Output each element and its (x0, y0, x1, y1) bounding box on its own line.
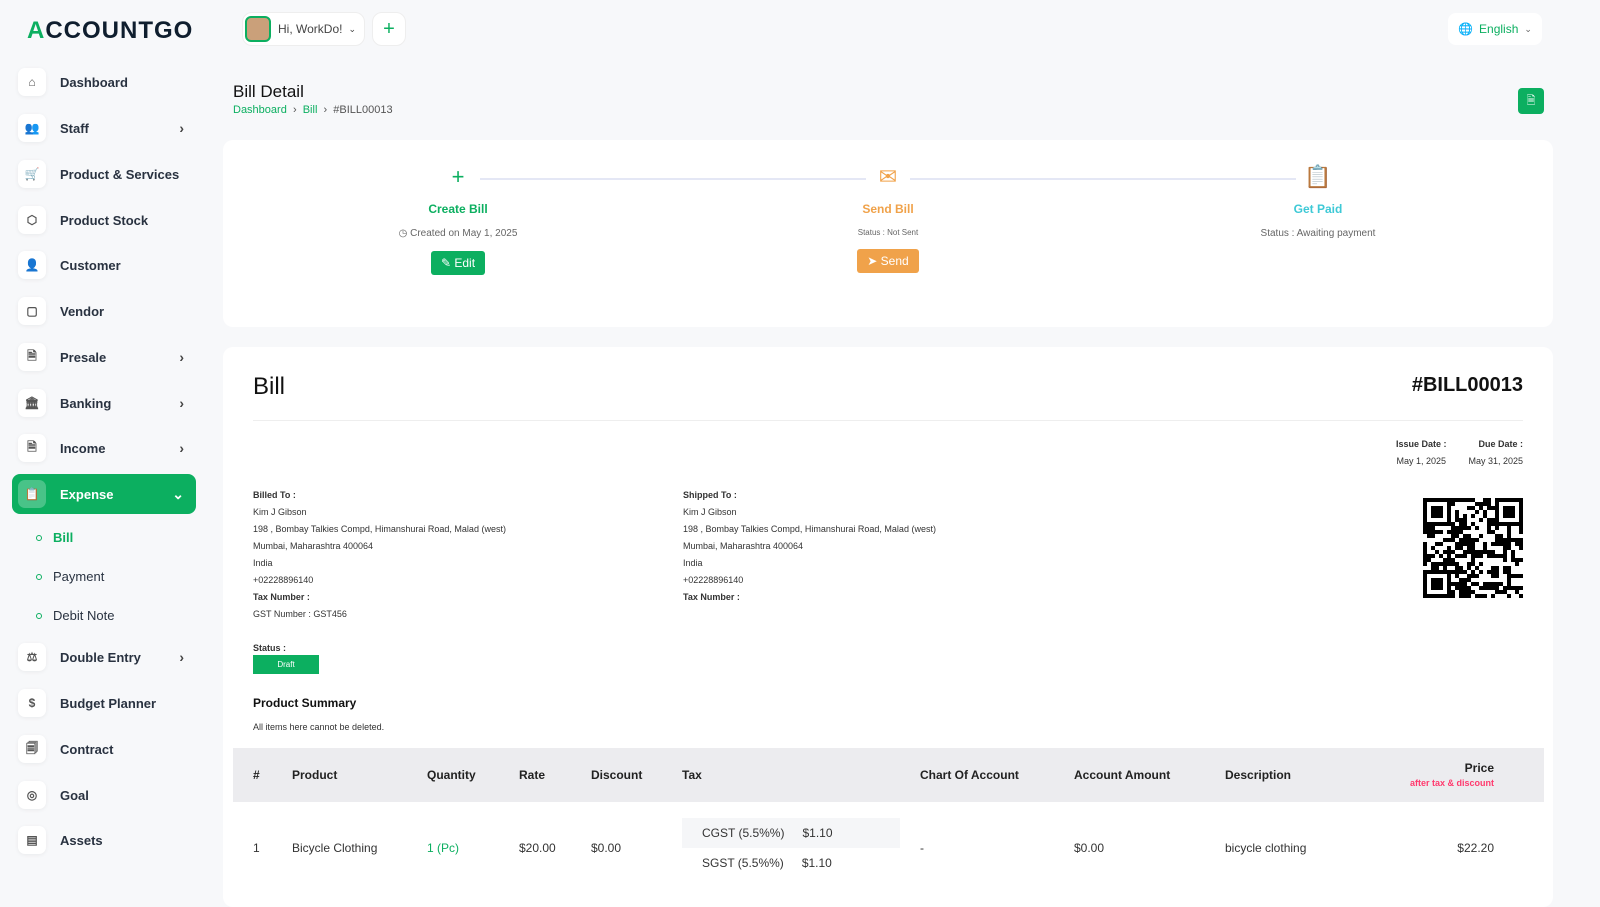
cart-icon: 🛒 (18, 160, 46, 188)
divider (253, 420, 1523, 421)
dot-icon (36, 573, 42, 580)
status-badge: Draft (253, 655, 319, 674)
product-table: # Product Quantity Rate Discount Tax Cha… (233, 748, 1544, 894)
step-paid: 📋 Get Paid Status : Awaiting payment (1218, 164, 1418, 239)
bank-icon: 🏛 (18, 389, 46, 417)
greeting: Hi, WorkDo! (278, 22, 343, 36)
note-icon: ▢ (18, 297, 46, 325)
clipboard-dollar-icon: 📋 (1304, 164, 1332, 189)
sidebar-item-double-entry[interactable]: ⚖ Double Entry › (12, 637, 196, 677)
bill-heading: Bill (253, 373, 286, 400)
chevron-down-icon: ⌄ (348, 23, 356, 34)
file-icon: 🗎 (1526, 94, 1536, 107)
chevron-right-icon: › (179, 649, 184, 665)
summary-note: All items here cannot be deleted. (253, 722, 385, 732)
qr-code (1423, 498, 1523, 598)
sidebar-item-banking[interactable]: 🏛 Banking › (12, 383, 196, 423)
plus-icon: + (451, 164, 465, 189)
bill-card (223, 347, 1553, 907)
file-text-icon: 🗎 (18, 434, 46, 462)
tax-line: SGST (5.5%%) $1.10 (682, 848, 900, 878)
table-row: 1 Bicycle Clothing 1 (Pc) $20.00 $0.00 C… (233, 802, 1544, 894)
breadcrumb: Dashboard › Bill › #BILL00013 (233, 104, 393, 116)
breadcrumb-dashboard[interactable]: Dashboard (233, 104, 287, 116)
dot-icon (36, 612, 42, 619)
chevron-right-icon: › (179, 395, 184, 411)
sidebar-item-staff[interactable]: 👥 Staff › (12, 108, 196, 148)
sidebar-item-product-services[interactable]: 🛒 Product & Services (12, 154, 196, 194)
user-menu[interactable]: Hi, WorkDo! ⌄ (242, 12, 365, 46)
globe-icon: 🌐 (1458, 22, 1474, 36)
sidebar-item-vendor[interactable]: ▢ Vendor (12, 291, 196, 331)
sidebar-item-customer[interactable]: 👤 Customer (12, 245, 196, 285)
due-date: Due Date : May 31, 2025 (1468, 439, 1523, 466)
contract-icon: 🗐 (18, 735, 46, 763)
step-send: ✉ Send Bill Status : Not Sent ➤ Send (788, 164, 988, 273)
edit-button[interactable]: ✎ Edit (430, 251, 486, 275)
sidebar-subitem-payment[interactable]: Payment (36, 569, 104, 584)
sidebar-item-presale[interactable]: 🗎 Presale › (12, 337, 196, 377)
user-plus-icon: 👤 (18, 251, 46, 279)
sidebar-item-income[interactable]: 🗎 Income › (12, 428, 196, 468)
issue-date: Issue Date : May 1, 2025 (1396, 439, 1447, 466)
chevron-down-icon: ⌄ (1524, 23, 1532, 34)
scale-icon: ⚖ (18, 643, 46, 671)
sidebar-item-assets[interactable]: ▤ Assets (12, 820, 196, 860)
tax-line: CGST (5.5%%) $1.10 (682, 818, 900, 848)
mail-icon: ✉ (878, 164, 898, 189)
progress-card (223, 140, 1553, 327)
sidebar-item-goal[interactable]: ◎ Goal (12, 775, 196, 815)
progress-line (480, 178, 866, 180)
bill-number: #BILL00013 (1411, 374, 1523, 396)
sidebar-item-expense[interactable]: 📋 Expense ⌄ (12, 474, 196, 514)
page-title: Bill Detail (233, 82, 304, 101)
table-header: # Product Quantity Rate Discount Tax Cha… (233, 748, 1544, 802)
sidebar-item-budget-planner[interactable]: $ Budget Planner (12, 683, 196, 723)
chevron-right-icon: › (179, 440, 184, 456)
breadcrumb-bill[interactable]: Bill (302, 104, 318, 116)
add-button[interactable]: + (372, 12, 406, 46)
sidebar-subitem-debit-note[interactable]: Debit Note (36, 608, 114, 623)
download-button[interactable]: 🗎 (1518, 88, 1544, 114)
chevron-right-icon: › (179, 349, 184, 365)
box-icon: ⬡ (18, 206, 46, 234)
language-select[interactable]: 🌐 English ⌄ (1448, 13, 1542, 45)
summary-title: Product Summary (253, 696, 357, 710)
chevron-down-icon: ⌄ (172, 485, 184, 502)
billed-to: Billed To : Kim J Gibson 198 , Bombay Talk… (253, 490, 506, 653)
home-icon: ⌂ (18, 68, 46, 96)
calculator-icon: ▤ (18, 826, 46, 854)
sidebar-item-dashboard[interactable]: ⌂ Dashboard (12, 62, 196, 102)
shipped-to: Shipped To : Kim J Gibson 198 , Bombay Tal… (683, 490, 936, 602)
progress-line (910, 178, 1296, 180)
sidebar-item-product-stock[interactable]: ⬡ Product Stock (12, 200, 196, 240)
sidebar-item-contract[interactable]: 🗐 Contract (12, 729, 196, 769)
dot-icon (36, 534, 42, 541)
logo[interactable]: ACCOUNTGO (27, 17, 194, 44)
breadcrumb-current: #BILL00013 (333, 104, 393, 116)
avatar (245, 16, 271, 42)
step-create: + Create Bill ◷ Created on May 1, 2025 ✎… (358, 164, 558, 275)
created-date: ◷ Created on May 1, 2025 (398, 228, 518, 239)
file-icon: 🗎 (18, 343, 46, 371)
users-icon: 👥 (18, 114, 46, 142)
coins-icon: $ (18, 689, 46, 717)
send-button[interactable]: ➤ Send (857, 249, 919, 273)
chevron-right-icon: › (179, 120, 184, 136)
clipboard-icon: 📋 (18, 480, 46, 508)
target-icon: ◎ (18, 781, 46, 809)
sidebar-subitem-bill[interactable]: Bill (36, 530, 73, 545)
